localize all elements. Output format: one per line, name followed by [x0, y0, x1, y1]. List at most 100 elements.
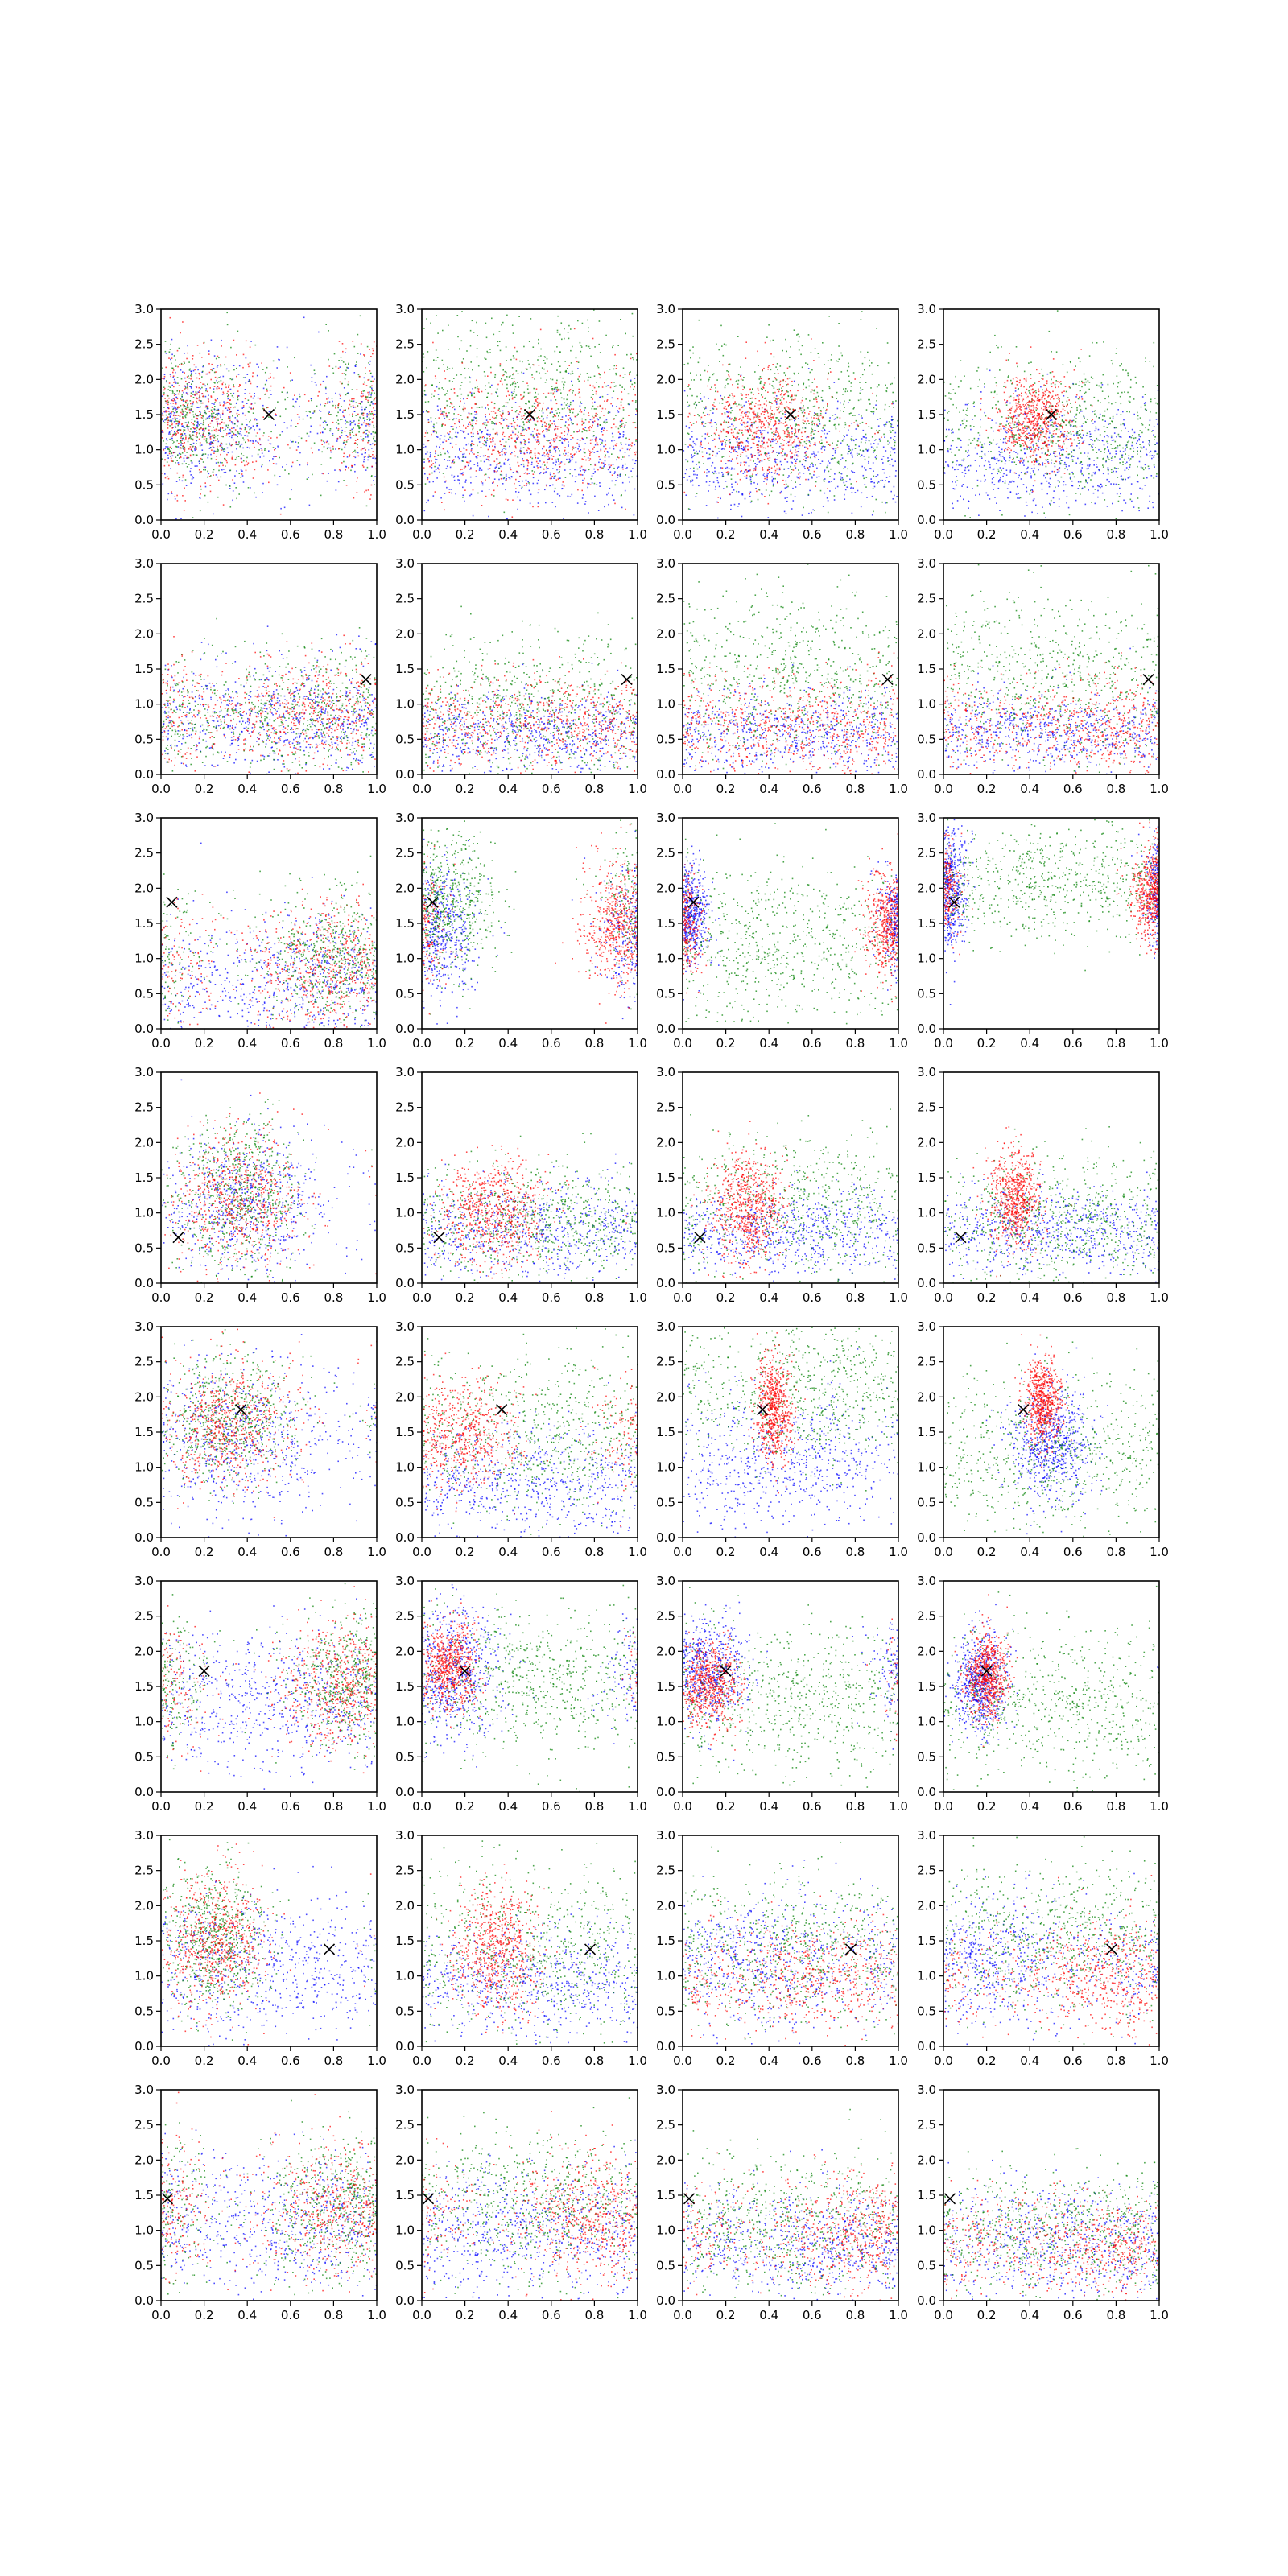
data-point: [187, 415, 188, 416]
data-point: [282, 431, 283, 433]
data-point: [181, 364, 183, 365]
data-point: [855, 492, 857, 493]
data-point: [862, 450, 864, 452]
data-point: [829, 417, 831, 419]
data-point: [625, 422, 627, 423]
data-point: [507, 499, 509, 501]
data-point: [493, 429, 494, 431]
data-point: [548, 454, 550, 456]
data-point: [175, 409, 176, 411]
data-point: [538, 433, 539, 435]
data-point: [182, 477, 184, 478]
data-point: [544, 436, 546, 438]
data-point: [522, 481, 523, 482]
data-point: [844, 436, 845, 438]
data-point: [556, 479, 558, 481]
data-point: [231, 427, 233, 429]
data-point: [200, 497, 201, 499]
data-point: [592, 394, 594, 395]
data-point: [369, 411, 371, 413]
data-point: [762, 389, 763, 390]
data-point: [731, 423, 733, 425]
data-point: [180, 457, 182, 459]
data-point: [221, 365, 222, 367]
data-point: [237, 331, 239, 332]
data-point: [572, 373, 574, 374]
data-point: [221, 436, 223, 437]
data-point: [349, 400, 350, 402]
data-point: [196, 427, 198, 429]
data-point: [565, 453, 567, 455]
data-point: [562, 416, 564, 418]
data-point: [355, 364, 357, 365]
data-point: [716, 344, 717, 345]
data-point: [803, 405, 804, 407]
data-point: [299, 394, 300, 395]
data-point: [745, 462, 747, 464]
data-point: [481, 391, 483, 393]
data-point: [545, 357, 547, 358]
data-point: [751, 447, 753, 448]
data-point: [440, 435, 442, 436]
data-point: [511, 426, 513, 427]
data-point: [272, 458, 274, 460]
data-point: [286, 464, 287, 465]
data-point: [495, 417, 497, 419]
data-point: [180, 398, 182, 400]
data-point: [364, 420, 365, 422]
data-point: [555, 426, 557, 427]
data-point: [320, 419, 322, 420]
data-point: [762, 460, 763, 462]
data-point: [863, 430, 865, 431]
data-point: [485, 357, 486, 359]
data-point: [510, 359, 512, 361]
data-point: [311, 448, 312, 449]
data-point: [551, 455, 552, 456]
data-point: [368, 402, 369, 403]
data-point: [186, 393, 188, 394]
data-point: [268, 378, 270, 379]
data-point: [206, 440, 208, 442]
data-point: [244, 465, 246, 467]
data-point: [298, 442, 299, 444]
data-point: [720, 430, 721, 431]
data-point: [477, 462, 479, 464]
data-point: [786, 481, 787, 482]
data-point: [795, 467, 797, 469]
data-point: [459, 480, 460, 481]
data-point: [504, 477, 506, 479]
data-point: [181, 394, 183, 395]
data-point: [492, 437, 493, 439]
data-point: [473, 332, 475, 333]
data-point: [339, 341, 341, 342]
data-point: [340, 395, 341, 397]
data-point: [188, 412, 189, 414]
data-point: [553, 456, 555, 457]
data-point: [297, 460, 299, 461]
data-point: [745, 401, 747, 402]
data-point: [693, 470, 695, 472]
data-point: [635, 440, 637, 442]
data-point: [356, 361, 357, 363]
data-point: [436, 386, 438, 388]
data-point: [848, 375, 850, 377]
data-point: [795, 496, 796, 497]
data-point: [603, 422, 605, 423]
data-point: [817, 413, 819, 415]
data-point: [852, 415, 854, 416]
data-point: [559, 495, 561, 497]
data-point: [341, 449, 343, 451]
data-point: [799, 448, 800, 449]
data-point: [620, 375, 621, 377]
data-point: [471, 443, 473, 444]
data-point: [364, 378, 365, 379]
data-point: [614, 473, 616, 474]
data-point: [528, 442, 530, 444]
data-point: [211, 415, 213, 417]
data-point: [189, 409, 191, 411]
data-point: [228, 425, 229, 427]
data-point: [885, 486, 886, 488]
data-point: [731, 468, 733, 469]
data-point: [603, 446, 605, 448]
data-point: [184, 415, 186, 417]
